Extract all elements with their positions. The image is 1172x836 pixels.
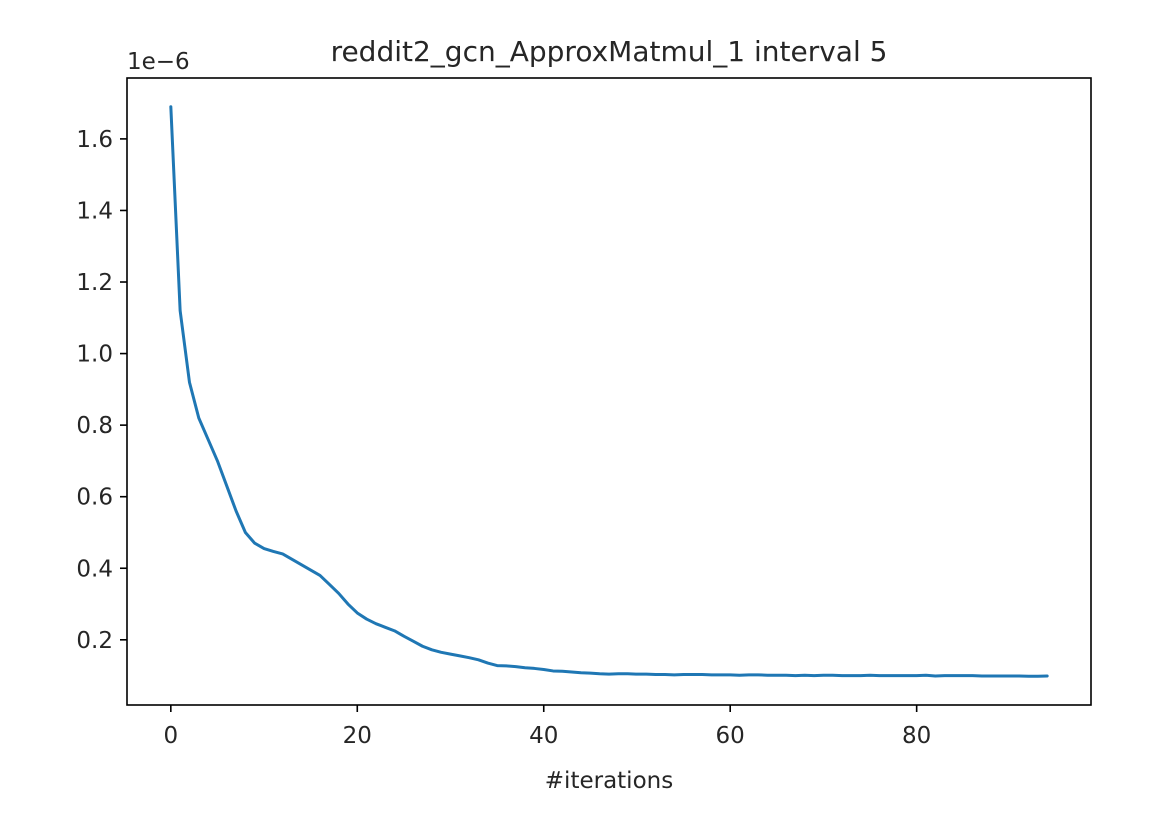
y-tick-label: 0.2 xyxy=(76,628,113,654)
plot-area xyxy=(127,78,1091,705)
y-tick-label: 1.0 xyxy=(76,342,113,368)
chart-title: reddit2_gcn_ApproxMatmul_1 interval 5 xyxy=(331,35,888,68)
y-axis-ticks: 0.2 0.4 0.6 0.8 1.0 1.2 1.4 1.6 xyxy=(76,127,127,654)
plot-frame xyxy=(126,77,1092,706)
x-tick-label: 80 xyxy=(902,723,931,749)
y-tick-label: 0.6 xyxy=(76,485,113,511)
y-tick-label: 1.6 xyxy=(76,127,113,153)
y-tick-label: 0.8 xyxy=(76,413,113,439)
x-tick-label: 40 xyxy=(529,723,558,749)
y-tick-label: 1.4 xyxy=(76,198,113,224)
x-axis-ticks: 0 20 40 60 80 xyxy=(163,705,931,749)
series-line-0 xyxy=(169,105,1049,678)
x-tick-label: 20 xyxy=(343,723,372,749)
y-axis-offset-label: 1e−6 xyxy=(127,49,190,75)
x-tick-label: 0 xyxy=(163,723,178,749)
x-tick-label: 60 xyxy=(716,723,745,749)
series-layer xyxy=(169,105,1049,678)
y-tick-label: 1.2 xyxy=(76,270,113,296)
y-tick-label: 0.4 xyxy=(76,556,113,582)
x-axis-label: #iterations xyxy=(545,768,673,794)
